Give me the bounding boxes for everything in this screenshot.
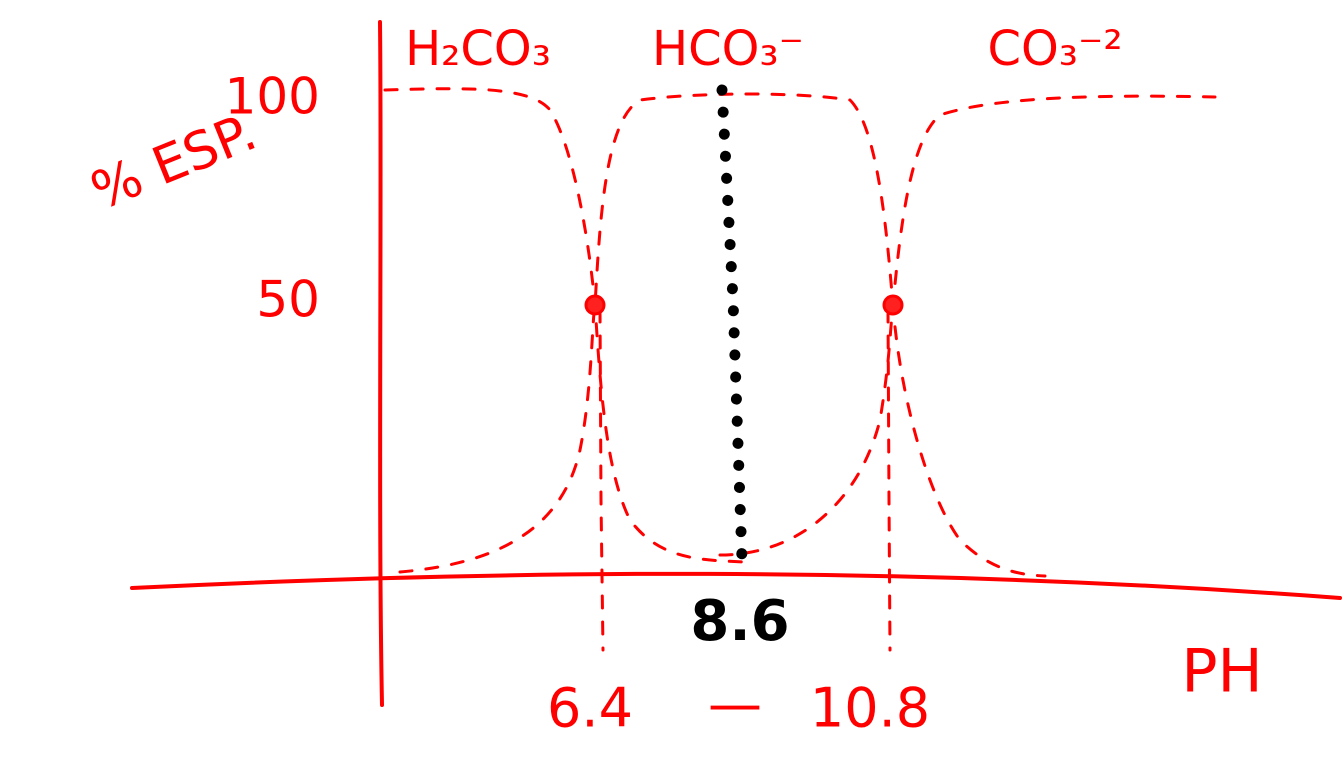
pka1-point bbox=[584, 294, 606, 316]
x-axis-label: PH bbox=[1181, 637, 1262, 707]
pka1-line bbox=[598, 308, 605, 652]
species-label: H₂CO₃ bbox=[405, 21, 551, 77]
isoelectric-label: 8.6 bbox=[690, 589, 789, 654]
pka2-line bbox=[886, 308, 892, 652]
species-label: CO₃⁻² bbox=[987, 21, 1122, 77]
pka1-label: 6.4 bbox=[547, 677, 633, 740]
species-label: HCO₃⁻ bbox=[652, 21, 804, 77]
y-tick-label: 100 bbox=[225, 68, 320, 126]
co3-curve bbox=[718, 94, 1217, 557]
pka-separator: — bbox=[708, 673, 762, 736]
y-axis bbox=[378, 20, 384, 707]
y-tick-label: 50 bbox=[256, 271, 320, 329]
pka2-label: 10.8 bbox=[810, 677, 930, 740]
isoelectric-line bbox=[716, 84, 748, 566]
pka2-point bbox=[882, 294, 904, 316]
x-axis bbox=[130, 571, 1342, 600]
hco3-curve bbox=[398, 92, 1047, 578]
